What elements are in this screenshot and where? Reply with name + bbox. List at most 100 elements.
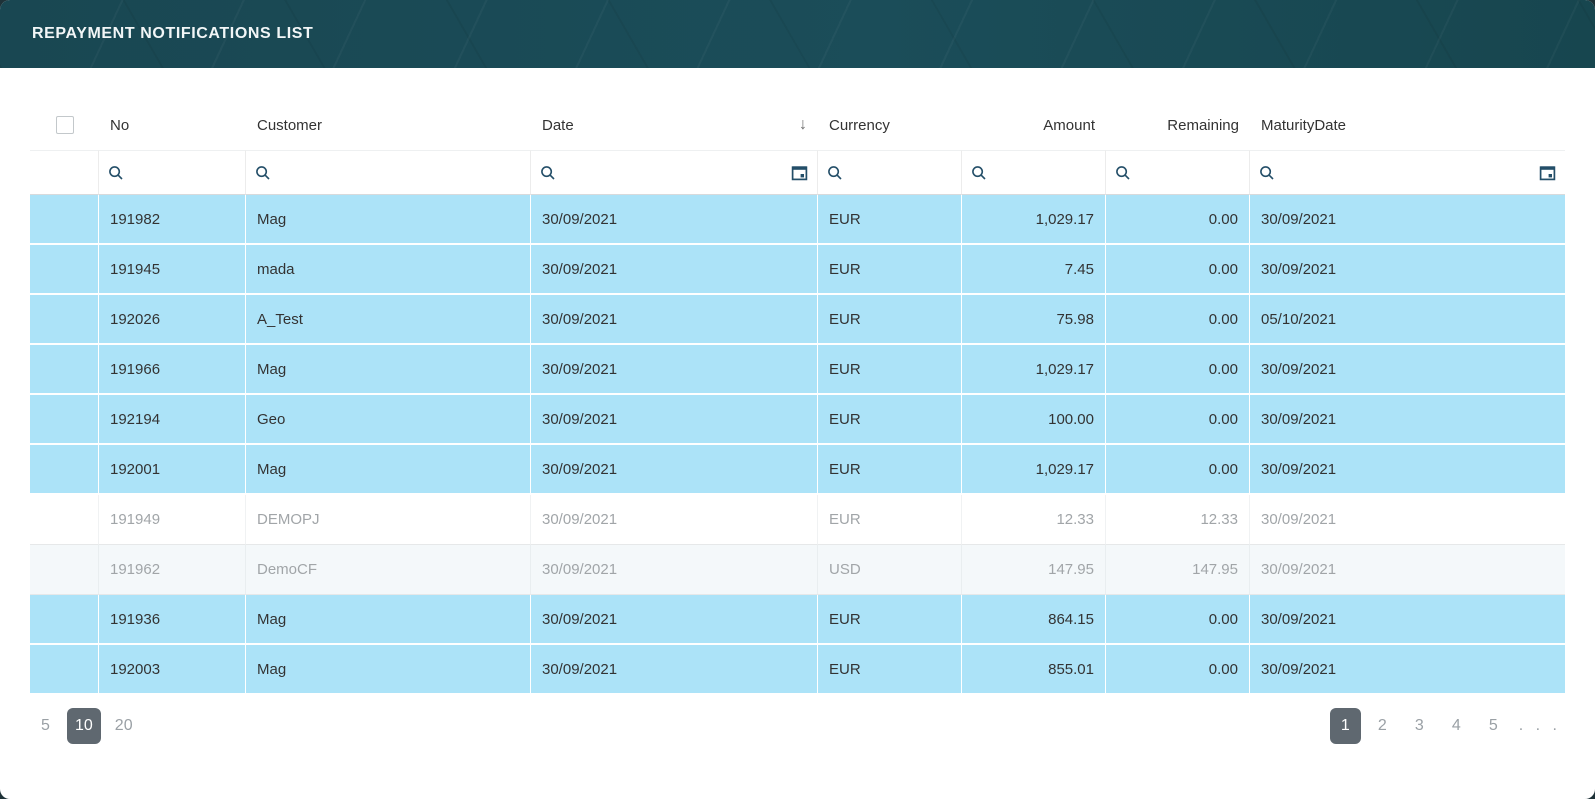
column-label: Date — [542, 116, 574, 134]
data-grid: No Customer Date ↓ Currency Amount Remai… — [0, 68, 1595, 695]
cell-currency: USD — [818, 545, 962, 595]
filter-cell-maturitydate[interactable] — [1250, 150, 1565, 195]
cell-currency: EUR — [818, 645, 962, 695]
table-row[interactable]: 191966 Mag 30/09/2021 EUR 1,029.17 0.00 … — [30, 345, 1565, 395]
filter-cell-select — [30, 150, 99, 195]
filter-row — [30, 150, 1565, 195]
column-header-no[interactable]: No — [99, 100, 246, 150]
cell-amount: 1,029.17 — [962, 345, 1106, 395]
row-select-cell[interactable] — [30, 295, 99, 345]
cell-date: 30/09/2021 — [531, 595, 818, 645]
filter-input-currency[interactable] — [849, 158, 952, 187]
row-select-cell[interactable] — [30, 445, 99, 495]
filter-input-remaining[interactable] — [1137, 158, 1240, 187]
cell-maturitydate: 30/09/2021 — [1250, 395, 1565, 445]
search-icon — [827, 165, 843, 181]
table-row[interactable]: 191945 mada 30/09/2021 EUR 7.45 0.00 30/… — [30, 245, 1565, 295]
page-size-option[interactable]: 10 — [67, 708, 101, 744]
cell-customer: DemoCF — [246, 545, 531, 595]
cell-date: 30/09/2021 — [531, 545, 818, 595]
filter-input-date[interactable] — [562, 158, 785, 187]
cell-maturitydate: 30/09/2021 — [1250, 495, 1565, 545]
filter-cell-remaining[interactable] — [1106, 150, 1250, 195]
filter-cell-no[interactable] — [99, 150, 246, 195]
cell-no: 191945 — [99, 245, 246, 295]
page-number[interactable]: 5 — [1488, 717, 1498, 734]
cell-customer: Mag — [246, 445, 531, 495]
table-row[interactable]: 192026 A_Test 30/09/2021 EUR 75.98 0.00 … — [30, 295, 1565, 345]
column-header-amount[interactable]: Amount — [962, 100, 1106, 150]
cell-date: 30/09/2021 — [531, 645, 818, 695]
page-size-option[interactable]: 20 — [114, 717, 133, 734]
search-icon — [971, 165, 987, 181]
table-row[interactable]: 192003 Mag 30/09/2021 EUR 855.01 0.00 30… — [30, 645, 1565, 695]
column-header-currency[interactable]: Currency — [818, 100, 962, 150]
cell-maturitydate: 30/09/2021 — [1250, 195, 1565, 245]
table-row[interactable]: 191936 Mag 30/09/2021 EUR 864.15 0.00 30… — [30, 595, 1565, 645]
page-number[interactable]: 2 — [1377, 717, 1387, 734]
search-icon — [1115, 165, 1131, 181]
select-all-header-cell — [30, 100, 99, 150]
column-header-customer[interactable]: Customer — [246, 100, 531, 150]
filter-cell-date[interactable] — [531, 150, 818, 195]
cell-currency: EUR — [818, 295, 962, 345]
row-select-cell[interactable] — [30, 245, 99, 295]
cell-customer: Mag — [246, 195, 531, 245]
filter-cell-customer[interactable] — [246, 150, 531, 195]
table-row[interactable]: 191982 Mag 30/09/2021 EUR 1,029.17 0.00 … — [30, 195, 1565, 245]
grid-header: No Customer Date ↓ Currency Amount Remai… — [30, 100, 1565, 195]
cell-no: 191966 — [99, 345, 246, 395]
column-header-date[interactable]: Date ↓ — [531, 100, 818, 150]
filter-cell-amount[interactable] — [962, 150, 1106, 195]
sort-desc-icon[interactable]: ↓ — [799, 116, 807, 133]
page-size-option[interactable]: 5 — [41, 717, 50, 734]
search-icon — [1259, 165, 1275, 181]
cell-remaining: 0.00 — [1106, 445, 1250, 495]
table-row[interactable]: 191962 DemoCF 30/09/2021 USD 147.95 147.… — [30, 545, 1565, 595]
page-number[interactable]: 1 — [1329, 708, 1361, 744]
cell-currency: EUR — [818, 595, 962, 645]
page-number[interactable]: 3 — [1414, 717, 1424, 734]
cell-maturitydate: 30/09/2021 — [1250, 345, 1565, 395]
filter-input-no[interactable] — [130, 158, 236, 187]
row-select-cell[interactable] — [30, 595, 99, 645]
page-number[interactable]: 4 — [1451, 717, 1461, 734]
cell-currency: EUR — [818, 245, 962, 295]
page-title: REPAYMENT NOTIFICATIONS LIST — [32, 25, 314, 42]
table-row[interactable]: 192001 Mag 30/09/2021 EUR 1,029.17 0.00 … — [30, 445, 1565, 495]
filter-input-customer[interactable] — [277, 158, 521, 187]
calendar-icon[interactable] — [1539, 164, 1556, 181]
column-header-remaining[interactable]: Remaining — [1106, 100, 1250, 150]
select-all-checkbox[interactable] — [55, 116, 74, 135]
row-select-cell[interactable] — [30, 645, 99, 695]
row-select-cell[interactable] — [30, 495, 99, 545]
title-bar: REPAYMENT NOTIFICATIONS LIST — [0, 0, 1595, 68]
calendar-icon[interactable] — [791, 164, 808, 181]
filter-input-amount[interactable] — [993, 158, 1096, 187]
cell-remaining: 0.00 — [1106, 595, 1250, 645]
cell-remaining: 0.00 — [1106, 395, 1250, 445]
row-select-cell[interactable] — [30, 395, 99, 445]
cell-amount: 855.01 — [962, 645, 1106, 695]
row-select-cell[interactable] — [30, 545, 99, 595]
cell-customer: DEMOPJ — [246, 495, 531, 545]
cell-maturitydate: 30/09/2021 — [1250, 545, 1565, 595]
cell-amount: 864.15 — [962, 595, 1106, 645]
filter-input-maturitydate[interactable] — [1281, 158, 1533, 187]
cell-remaining: 0.00 — [1106, 245, 1250, 295]
page-ellipsis: . . . — [1518, 717, 1561, 734]
cell-customer: mada — [246, 245, 531, 295]
cell-customer: Geo — [246, 395, 531, 445]
cell-customer: Mag — [246, 345, 531, 395]
table-row[interactable]: 191949 DEMOPJ 30/09/2021 EUR 12.33 12.33… — [30, 495, 1565, 545]
cell-amount: 147.95 — [962, 545, 1106, 595]
table-row[interactable]: 192194 Geo 30/09/2021 EUR 100.00 0.00 30… — [30, 395, 1565, 445]
filter-cell-currency[interactable] — [818, 150, 962, 195]
row-select-cell[interactable] — [30, 195, 99, 245]
header-row: No Customer Date ↓ Currency Amount Remai… — [30, 100, 1565, 150]
row-select-cell[interactable] — [30, 345, 99, 395]
column-header-maturitydate[interactable]: MaturityDate — [1250, 100, 1565, 150]
